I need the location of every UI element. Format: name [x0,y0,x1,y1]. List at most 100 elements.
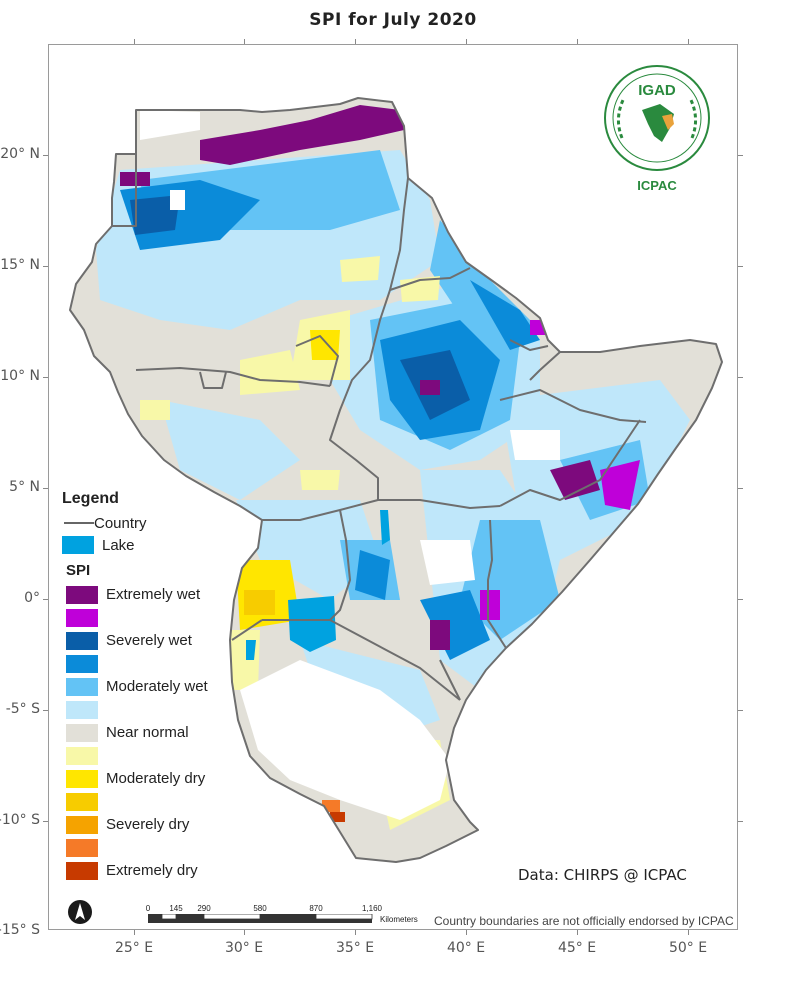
tick [466,39,467,44]
spi-class-label: Extremely wet [106,586,201,603]
tick [688,39,689,44]
country-line-swatch [64,522,94,524]
spi-class-swatch [66,631,98,650]
spi-class-label: Near normal [106,724,189,741]
scale-tick-145: 145 [169,904,183,913]
spi-class-swatch [66,792,98,811]
tick [244,930,245,935]
tick [244,39,245,44]
legend-lake-label: Lake [102,536,135,554]
scale-tick-870: 870 [309,904,323,913]
spi-class-swatch [66,815,98,834]
spi-class-label: Severely wet [106,632,192,649]
tick [43,155,48,156]
spi-class-row [60,790,208,813]
tick [688,930,689,935]
spi-class-row: Moderately wet [60,675,208,698]
spi-class-label: Severely dry [106,816,190,833]
spi-class-swatch [66,861,98,880]
igad-logo: IGAD ICPAC [598,64,716,193]
tick [738,488,743,489]
lon-label-40e: 40° E [446,940,486,956]
tick [738,821,743,822]
tick [43,488,48,489]
scale-tick-290: 290 [197,904,211,913]
lat-label-15n: 15° N [0,257,40,273]
spi-class-swatch [66,769,98,788]
spi-class-row: Extremely dry [60,859,208,882]
lon-label-50e: 50° E [668,940,708,956]
tick [134,930,135,935]
igad-emblem: IGAD [604,65,710,171]
scale-bar-graphic [148,914,373,923]
lat-label-0: 0° [24,590,40,606]
boundary-disclaimer: Country boundaries are not officially en… [434,914,734,928]
spi-class-label: Extremely dry [106,862,198,879]
lat-label-10s: -10° S [0,812,40,828]
tick [43,821,48,822]
tick [43,710,48,711]
tick [738,599,743,600]
spi-class-row: Moderately dry [60,767,208,790]
lake-swatch [62,536,94,554]
legend-spi-title: SPI [66,562,91,579]
data-credit: Data: CHIRPS @ ICPAC [518,866,687,884]
spi-class-row: Near normal [60,721,208,744]
tick [43,599,48,600]
tick [355,930,356,935]
tick [134,39,135,44]
scale-tick-1160: 1,160 [361,904,383,913]
tick [577,39,578,44]
lat-label-5s: -5° S [5,701,40,717]
tick [43,266,48,267]
legend-title: Legend [62,490,119,507]
spi-class-row [60,744,208,767]
lat-label-20n: 20° N [0,146,40,162]
legend-country-row: Country [60,512,208,534]
tick [466,930,467,935]
scale-tick-580: 580 [253,904,267,913]
tick [738,266,743,267]
lat-label-10n: 10° N [0,368,40,384]
tick [577,930,578,935]
logo-acronym: IGAD [638,82,676,99]
spi-class-row: Severely wet [60,629,208,652]
map-legend: Legend Country Lake SPI Extremely wet Sev… [60,490,208,882]
spi-class-swatch [66,700,98,719]
lon-label-30e: 30° E [224,940,264,956]
tick [355,39,356,44]
spi-class-swatch [66,746,98,765]
tick [738,710,743,711]
lat-label-15s: -15° S [0,922,40,938]
legend-lake-row: Lake [60,534,208,556]
spi-class-label: Moderately wet [106,678,208,695]
spi-class-swatch [66,654,98,673]
scale-unit: Kilometers [380,915,418,924]
spi-class-row [60,652,208,675]
lon-label-35e: 35° E [335,940,375,956]
spi-class-row: Severely dry [60,813,208,836]
spi-class-swatch [66,608,98,627]
spi-class-swatch [66,585,98,604]
spi-class-row [60,698,208,721]
lat-label-5n: 5° N [9,479,40,495]
spi-class-row [60,606,208,629]
tick [43,377,48,378]
spi-class-row [60,836,208,859]
spi-class-swatch [66,723,98,742]
north-arrow-icon [68,900,92,924]
scale-tick-0: 0 [145,904,151,913]
spi-class-list: Extremely wet Severely wet Moderately wet N… [60,583,208,882]
tick [738,377,743,378]
map-title: SPI for July 2020 [309,10,477,30]
spi-class-label: Moderately dry [106,770,206,787]
spi-class-swatch [66,838,98,857]
lon-label-25e: 25° E [114,940,154,956]
lon-label-45e: 45° E [557,940,597,956]
spi-class-row: Extremely wet [60,583,208,606]
spi-class-swatch [66,677,98,696]
tick [738,155,743,156]
legend-country-label: Country [94,514,147,532]
logo-org: ICPAC [637,178,677,193]
